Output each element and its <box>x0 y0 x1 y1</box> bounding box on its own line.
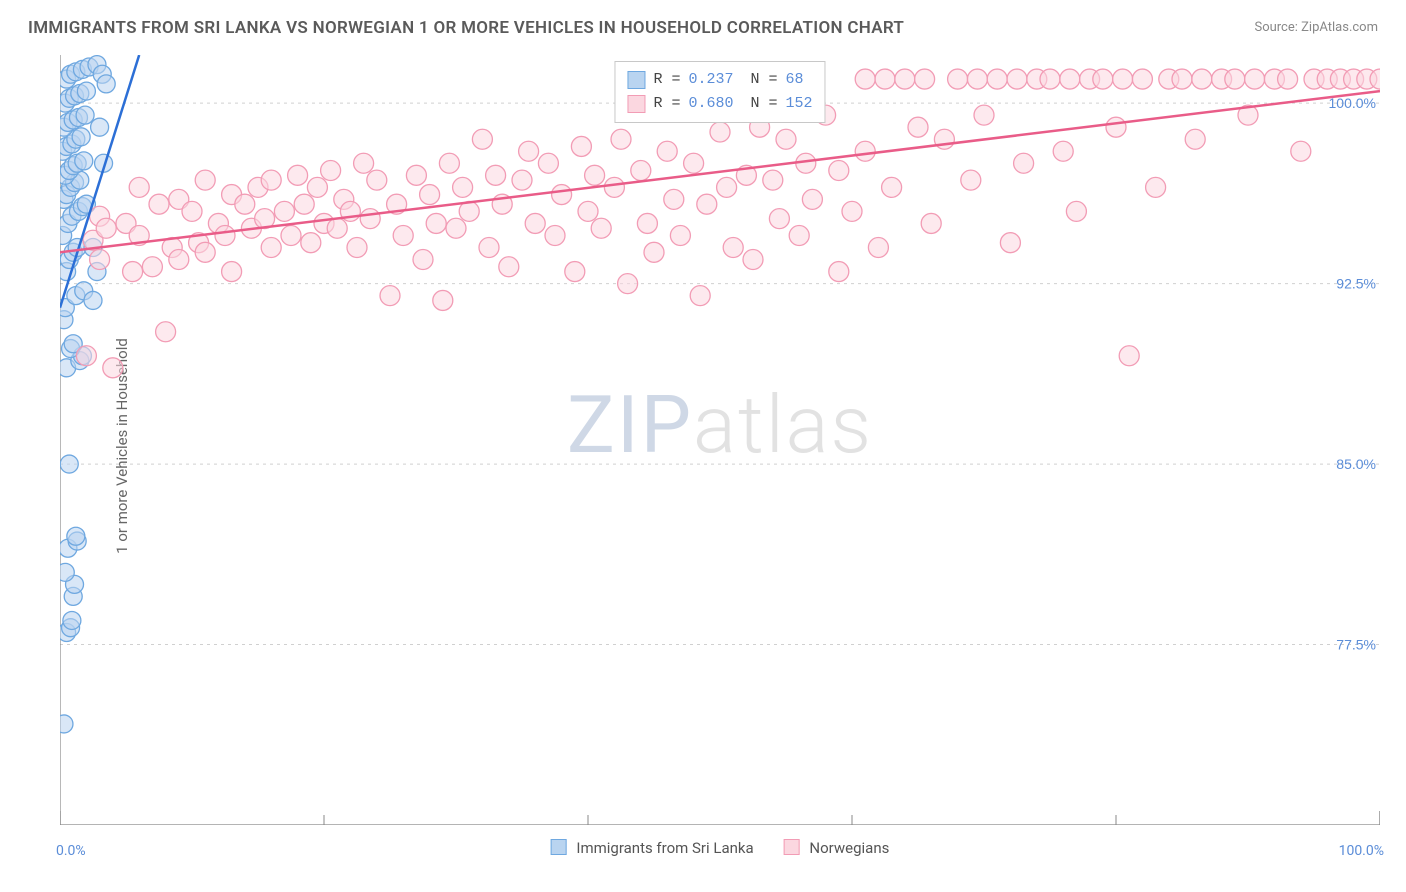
swatch-srilanka <box>627 71 645 89</box>
series-legend: Immigrants from Sri Lanka Norwegians <box>551 839 890 857</box>
n-value-norwegian: 152 <box>786 92 813 116</box>
legend-item-norwegian: Norwegians <box>784 839 890 857</box>
chart-container: IMMIGRANTS FROM SRI LANKA VS NORWEGIAN 1… <box>0 0 1406 892</box>
r-value-srilanka: 0.237 <box>688 68 733 92</box>
legend-item-srilanka: Immigrants from Sri Lanka <box>551 839 754 857</box>
r-value-norwegian: 0.680 <box>688 92 733 116</box>
svg-text:77.5%: 77.5% <box>1336 637 1376 653</box>
x-tick-min: 0.0% <box>56 843 86 859</box>
swatch-norwegian <box>627 95 645 113</box>
x-tick-max: 100.0% <box>1339 843 1384 859</box>
legend-row-norwegian: R = 0.680 N = 152 <box>627 92 812 116</box>
swatch-icon <box>784 839 800 855</box>
svg-text:85.0%: 85.0% <box>1336 456 1376 472</box>
n-value-srilanka: 68 <box>786 68 804 92</box>
chart-title: IMMIGRANTS FROM SRI LANKA VS NORWEGIAN 1… <box>28 18 904 38</box>
source-attribution: Source: ZipAtlas.com <box>1254 20 1378 35</box>
correlation-legend: R = 0.237 N = 68 R = 0.680 N = 152 <box>614 61 825 123</box>
scatter-svg: 77.5%85.0%92.5%100.0% <box>60 55 1380 825</box>
plot-area: 77.5%85.0%92.5%100.0% ZIPatlas R = 0.237… <box>60 55 1380 825</box>
swatch-icon <box>551 839 567 855</box>
svg-text:92.5%: 92.5% <box>1336 276 1376 292</box>
legend-row-srilanka: R = 0.237 N = 68 <box>627 68 812 92</box>
